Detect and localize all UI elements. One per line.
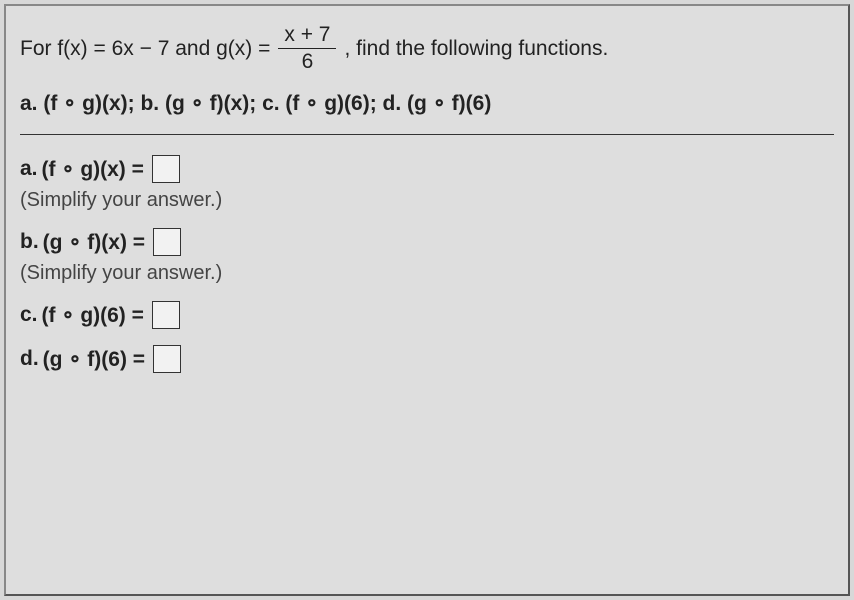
part-a-label: a. (20, 157, 38, 181)
part-c-label: c. (20, 303, 38, 327)
problem-statement: For f(x) = 6x − 7 and g(x) = x + 7 6 , f… (20, 24, 834, 73)
answer-input-c[interactable] (152, 301, 180, 329)
answer-input-b[interactable] (153, 228, 181, 256)
question-panel: For f(x) = 6x − 7 and g(x) = x + 7 6 , f… (4, 4, 850, 596)
part-a-hint: (Simplify your answer.) (20, 189, 834, 212)
tasks-text: a. (f ∘ g)(x); b. (g ∘ f)(x); c. (f ∘ g)… (20, 91, 491, 116)
answer-input-a[interactable] (152, 155, 180, 183)
fraction-numerator: x + 7 (278, 24, 336, 49)
problem-suffix: , find the following functions. (344, 37, 608, 61)
problem-prefix: For f(x) = 6x − 7 and g(x) = (20, 37, 270, 61)
separator (20, 134, 834, 135)
fraction: x + 7 6 (278, 24, 336, 73)
part-c-expr: (f ∘ g)(6) = (42, 303, 144, 328)
answer-input-d[interactable] (153, 345, 181, 373)
question-inner: For f(x) = 6x − 7 and g(x) = x + 7 6 , f… (6, 6, 848, 393)
part-b: b. (g ∘ f)(x) = (20, 228, 834, 256)
part-b-label: b. (20, 230, 39, 254)
part-c: c. (f ∘ g)(6) = (20, 301, 834, 329)
part-b-hint: (Simplify your answer.) (20, 262, 834, 285)
part-d-expr: (g ∘ f)(6) = (43, 347, 145, 372)
part-d: d. (g ∘ f)(6) = (20, 345, 834, 373)
part-b-expr: (g ∘ f)(x) = (43, 230, 145, 255)
part-d-label: d. (20, 347, 39, 371)
fraction-denominator: 6 (296, 49, 320, 73)
part-a: a. (f ∘ g)(x) = (20, 155, 834, 183)
part-a-expr: (f ∘ g)(x) = (42, 157, 144, 182)
tasks-list: a. (f ∘ g)(x); b. (g ∘ f)(x); c. (f ∘ g)… (20, 91, 834, 116)
